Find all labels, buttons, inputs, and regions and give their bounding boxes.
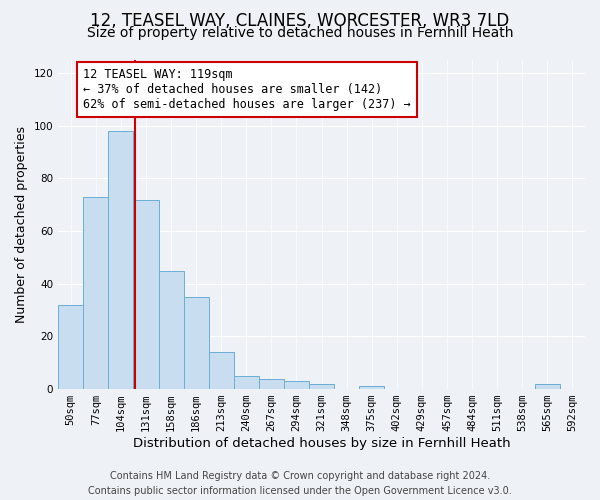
Bar: [209, 352, 234, 389]
Bar: [184, 297, 209, 389]
Bar: [83, 197, 109, 389]
Bar: [133, 200, 158, 389]
Bar: [535, 384, 560, 389]
Bar: [309, 384, 334, 389]
Bar: [158, 270, 184, 389]
Text: 12, TEASEL WAY, CLAINES, WORCESTER, WR3 7LD: 12, TEASEL WAY, CLAINES, WORCESTER, WR3 …: [91, 12, 509, 30]
Text: 12 TEASEL WAY: 119sqm
← 37% of detached houses are smaller (142)
62% of semi-det: 12 TEASEL WAY: 119sqm ← 37% of detached …: [83, 68, 411, 111]
Bar: [109, 131, 133, 389]
Bar: [58, 305, 83, 389]
Bar: [259, 378, 284, 389]
X-axis label: Distribution of detached houses by size in Fernhill Heath: Distribution of detached houses by size …: [133, 437, 511, 450]
Y-axis label: Number of detached properties: Number of detached properties: [15, 126, 28, 323]
Bar: [234, 376, 259, 389]
Text: Size of property relative to detached houses in Fernhill Heath: Size of property relative to detached ho…: [87, 26, 513, 40]
Bar: [359, 386, 385, 389]
Text: Contains HM Land Registry data © Crown copyright and database right 2024.
Contai: Contains HM Land Registry data © Crown c…: [88, 471, 512, 496]
Bar: [284, 381, 309, 389]
